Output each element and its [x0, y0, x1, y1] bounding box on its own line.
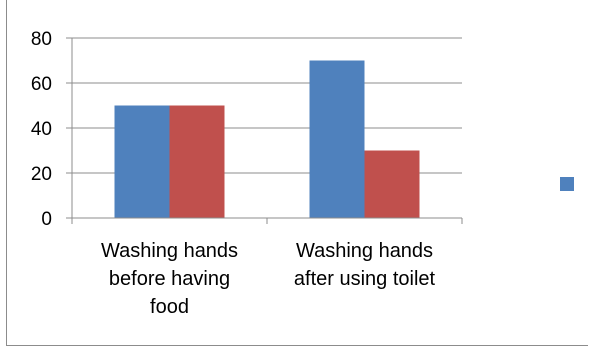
chart-frame — [6, 0, 588, 346]
x-category-label-line: Washing hands — [101, 240, 238, 262]
y-tick-labels: 0 20 40 60 80 — [31, 29, 52, 230]
y-tick-label: 0 — [41, 209, 52, 230]
x-category-label-line: after using toilet — [294, 268, 436, 290]
y-tick-label: 80 — [31, 29, 52, 50]
bar-series-2 — [169, 105, 225, 218]
legend — [560, 177, 574, 191]
x-category-label: Washing hands after using toilet — [294, 240, 436, 290]
legend-swatch — [560, 177, 574, 191]
bar-series-1 — [114, 105, 170, 218]
x-category-label-line: Washing hands — [296, 240, 433, 262]
axes — [66, 37, 463, 224]
bars — [114, 60, 420, 218]
y-tick-label: 40 — [31, 119, 52, 140]
x-category-label-line: food — [150, 296, 189, 318]
x-category-label: Washing hands before having food — [101, 240, 238, 318]
bar-series-1 — [309, 60, 365, 218]
bar-series-2 — [364, 150, 420, 218]
y-tick-label: 20 — [31, 164, 52, 185]
y-tick-label: 60 — [31, 74, 52, 95]
x-category-label-line: before having — [109, 268, 230, 290]
